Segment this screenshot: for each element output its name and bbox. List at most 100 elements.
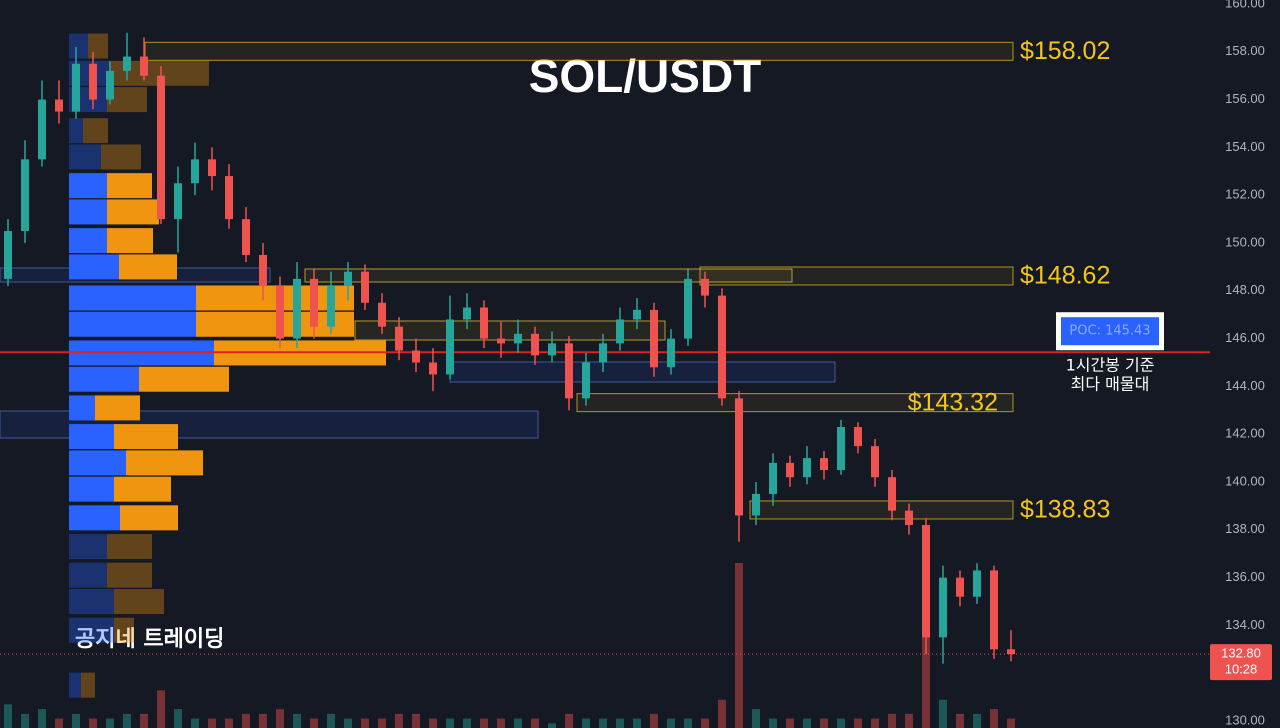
profile-buy-bar bbox=[69, 672, 81, 698]
y-tick-label: 158.00 bbox=[1225, 43, 1265, 58]
last-price-label: 132.80 bbox=[1221, 646, 1261, 661]
volume-bar bbox=[1007, 718, 1015, 728]
candle-body bbox=[871, 446, 879, 478]
candle-body bbox=[446, 319, 454, 375]
profile-buy-bar bbox=[69, 395, 95, 421]
poc-box bbox=[1061, 317, 1159, 346]
volume-bar bbox=[140, 713, 148, 728]
y-tick-label: 134.00 bbox=[1225, 617, 1265, 632]
profile-sell-bar bbox=[139, 366, 229, 392]
candle-body bbox=[633, 309, 641, 320]
y-tick-label: 160.00 bbox=[1225, 0, 1265, 10]
candle-body bbox=[242, 219, 250, 255]
volume-bar bbox=[633, 718, 641, 728]
poc-note: 최다 매물대 bbox=[1071, 375, 1150, 394]
profile-sell-bar bbox=[126, 450, 203, 476]
candle-body bbox=[616, 319, 624, 344]
poc-label: POC: 145.43 bbox=[1069, 324, 1150, 339]
y-tick-label: 148.00 bbox=[1225, 282, 1265, 297]
volume-bar bbox=[208, 718, 216, 728]
volume-bar bbox=[820, 718, 828, 728]
profile-sell-bar bbox=[107, 199, 159, 225]
profile-buy-bar bbox=[69, 228, 107, 254]
candle-body bbox=[327, 286, 335, 327]
candle-body bbox=[140, 56, 148, 76]
candle-body bbox=[990, 570, 998, 650]
candle-body bbox=[463, 307, 471, 320]
profile-buy-bar bbox=[69, 33, 88, 59]
candle-body bbox=[55, 99, 63, 112]
volume-bar bbox=[293, 713, 301, 728]
volume-bar bbox=[361, 718, 369, 728]
profile-sell-bar bbox=[83, 118, 108, 144]
volume-bar bbox=[497, 718, 505, 728]
y-tick-label: 150.00 bbox=[1225, 234, 1265, 249]
level-label: $148.62 bbox=[1020, 262, 1110, 290]
candle-body bbox=[582, 362, 590, 399]
volume-bar bbox=[718, 699, 726, 728]
profile-buy-bar bbox=[69, 534, 107, 560]
profile-buy-bar bbox=[69, 366, 139, 392]
profile-buy-bar bbox=[69, 311, 196, 337]
volume-bar bbox=[38, 709, 46, 728]
level-zone bbox=[144, 41, 1014, 61]
profile-buy-bar bbox=[69, 173, 107, 199]
y-tick-label: 142.00 bbox=[1225, 426, 1265, 441]
volume-bar bbox=[769, 718, 777, 728]
y-tick-label: 138.00 bbox=[1225, 521, 1265, 536]
volume-bar bbox=[531, 718, 539, 728]
profile-sell-bar bbox=[88, 33, 108, 59]
candle-body bbox=[650, 309, 658, 368]
profile-sell-bar bbox=[119, 254, 177, 280]
profile-sell-bar bbox=[114, 424, 178, 450]
volume-bar bbox=[225, 718, 233, 728]
candle-body bbox=[89, 63, 97, 100]
volume-bar bbox=[786, 718, 794, 728]
volume-bar bbox=[174, 709, 182, 728]
volume-bar bbox=[616, 718, 624, 728]
candle-body bbox=[514, 333, 522, 344]
candle-body bbox=[225, 176, 233, 220]
volume-bar bbox=[123, 713, 131, 728]
profile-sell-bar bbox=[101, 144, 141, 170]
volume-bar bbox=[735, 563, 743, 728]
profile-buy-bar bbox=[69, 562, 107, 588]
volume-bar bbox=[106, 718, 114, 728]
y-tick-label: 140.00 bbox=[1225, 473, 1265, 488]
profile-sell-bar bbox=[114, 617, 134, 643]
candle-body bbox=[565, 343, 573, 399]
volume-bar bbox=[752, 709, 760, 728]
last-price-box bbox=[1210, 644, 1272, 681]
volume-bar bbox=[837, 718, 845, 728]
profile-sell-bar bbox=[107, 173, 152, 199]
profile-buy-bar bbox=[69, 505, 120, 531]
volume-bar bbox=[55, 718, 63, 728]
candle-body bbox=[361, 271, 369, 303]
candle-body bbox=[939, 577, 947, 638]
candle-body bbox=[803, 458, 811, 478]
candle-body bbox=[378, 302, 386, 327]
zone-box bbox=[304, 268, 793, 283]
level-label: $143.32 bbox=[908, 388, 998, 416]
candle-body bbox=[888, 477, 896, 511]
candle-body bbox=[786, 462, 794, 478]
volume-bar bbox=[344, 718, 352, 728]
volume-bar bbox=[72, 713, 80, 728]
volume-bar bbox=[378, 718, 386, 728]
candle-body bbox=[106, 70, 114, 100]
candle-body bbox=[174, 183, 182, 220]
profile-buy-bar bbox=[69, 589, 114, 614]
volume-bar bbox=[684, 718, 692, 728]
candle-body bbox=[344, 271, 352, 287]
level-zone bbox=[576, 393, 1014, 413]
volume-bar bbox=[157, 690, 165, 728]
y-tick-label: 146.00 bbox=[1225, 330, 1265, 345]
profile-buy-bar bbox=[69, 254, 119, 280]
candle-body bbox=[769, 462, 777, 494]
candle-body bbox=[293, 278, 301, 339]
candle-body bbox=[820, 458, 828, 471]
candle-body bbox=[395, 326, 403, 351]
candle-body bbox=[973, 570, 981, 597]
